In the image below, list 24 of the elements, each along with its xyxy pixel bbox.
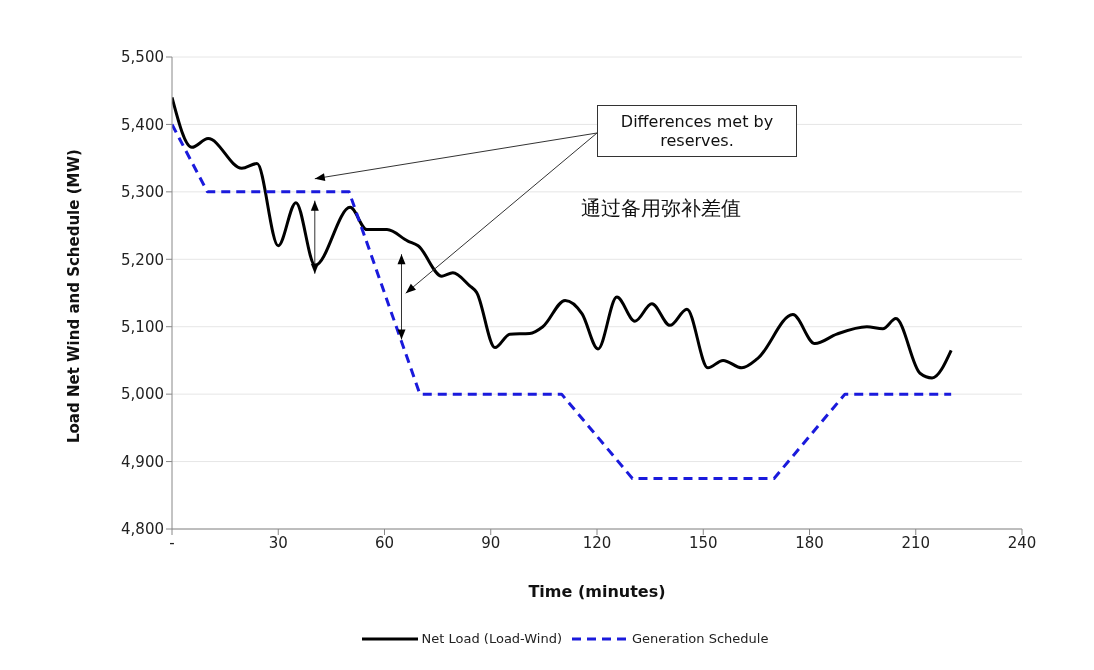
y-tick-label: 4,800 <box>121 520 164 539</box>
y-tick-label: 5,400 <box>121 115 164 134</box>
y-axis-title: Load Net Wind and Schedule (MW) <box>65 149 84 443</box>
annotation: Differences met by reserves. <box>597 105 797 157</box>
y-tick-label: 5,200 <box>121 250 164 269</box>
legend-label: Generation Schedule <box>632 631 769 646</box>
y-tick-label: 5,000 <box>121 385 164 404</box>
y-tick-label: 5,500 <box>121 48 164 67</box>
legend-label: Net Load (Load-Wind) <box>421 631 563 646</box>
x-tick-label: 60 <box>374 533 395 552</box>
x-tick-label: 210 <box>901 533 931 552</box>
x-tick-label: 30 <box>268 533 288 552</box>
x-tick-label: 240 <box>1007 533 1037 552</box>
y-tick-label: 5,100 <box>121 318 164 337</box>
y-tick-label: 5,300 <box>121 183 164 202</box>
x-tick-label: 180 <box>795 533 824 552</box>
x-tick-label: 120 <box>582 533 612 552</box>
x-axis-title: Time (minutes) <box>528 582 666 601</box>
x-tick-label: - <box>169 533 175 552</box>
annotation: 通过备用弥补差值 <box>581 195 741 222</box>
y-tick-label: 4,900 <box>121 452 164 471</box>
x-tick-label: 90 <box>481 533 501 552</box>
x-tick-label: 150 <box>688 533 718 552</box>
line-series <box>172 95 953 380</box>
